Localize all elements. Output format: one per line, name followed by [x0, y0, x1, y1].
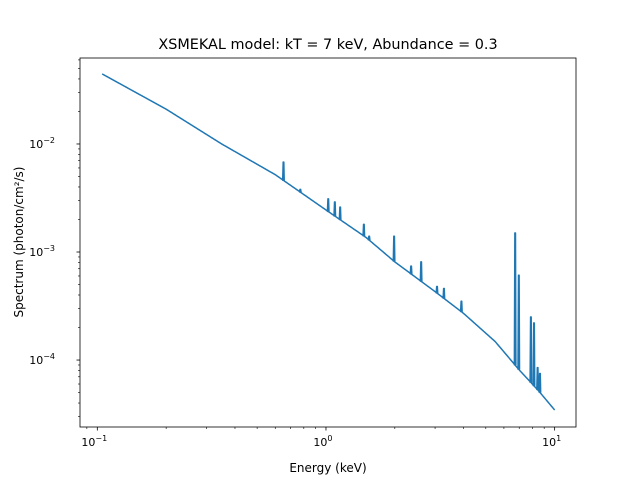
y-tick-exponent: −4 — [43, 352, 55, 361]
x-tick-exponent: 0 — [327, 434, 332, 443]
x-tick-exponent: 1 — [556, 434, 561, 443]
series-group — [101, 73, 556, 411]
y-axis-label: Spectrum (photon/cm²/s) — [12, 167, 26, 318]
axes-frame — [79, 57, 577, 428]
x-tick-exponent: −1 — [95, 434, 107, 443]
y-tick-exponent: −2 — [43, 136, 55, 145]
y-tick-exponent: −3 — [43, 244, 55, 253]
chart-title: XSMEKAL model: kT = 7 keV, Abundance = 0… — [158, 37, 497, 53]
x-axis-label: Energy (keV) — [289, 461, 366, 475]
spectrum-line — [101, 73, 556, 411]
